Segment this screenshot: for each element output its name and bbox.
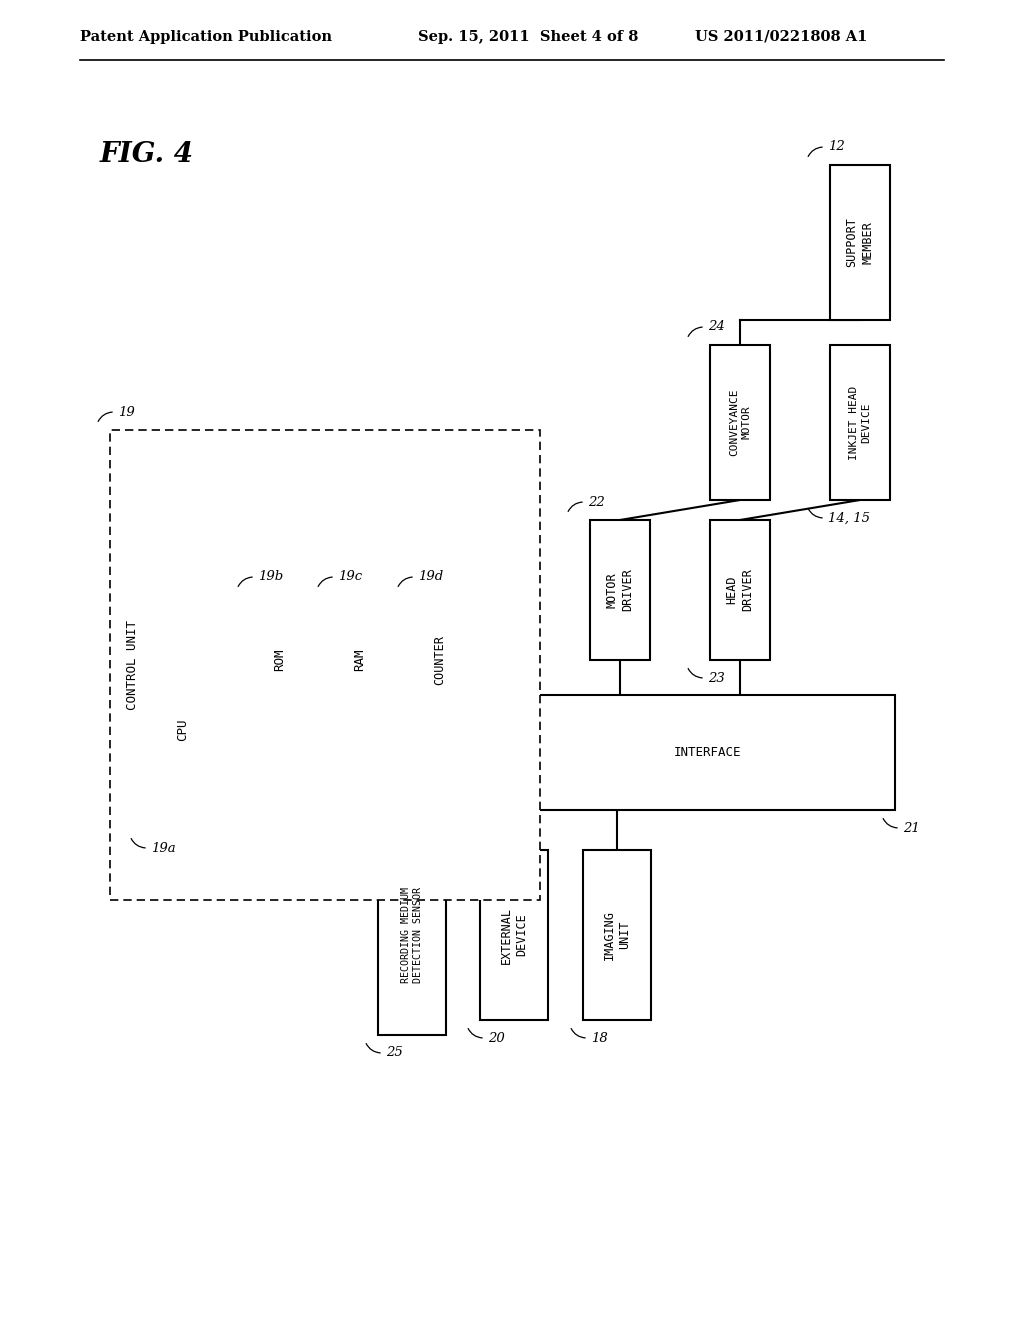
Text: 22: 22 <box>588 495 605 508</box>
Text: FIG. 4: FIG. 4 <box>100 141 194 169</box>
Bar <box>250 595 310 725</box>
Text: 19c: 19c <box>338 570 362 583</box>
Text: 19a: 19a <box>151 842 176 854</box>
Bar <box>480 850 548 1020</box>
Text: IMAGING
UNIT: IMAGING UNIT <box>602 909 632 960</box>
Bar <box>520 696 895 810</box>
Text: 19b: 19b <box>258 570 284 583</box>
Bar <box>110 430 540 900</box>
Bar <box>583 850 651 1020</box>
Bar <box>590 520 650 660</box>
Text: Patent Application Publication: Patent Application Publication <box>80 30 332 44</box>
Text: RAM: RAM <box>353 648 367 672</box>
Text: EXTERNAL
DEVICE: EXTERNAL DEVICE <box>500 907 528 964</box>
Text: INTERFACE: INTERFACE <box>674 746 741 759</box>
Text: RECORDING MEDIUM
DETECTION SENSOR: RECORDING MEDIUM DETECTION SENSOR <box>400 887 423 983</box>
Text: HEAD
DRIVER: HEAD DRIVER <box>725 569 755 611</box>
Text: 19d: 19d <box>418 570 443 583</box>
Bar <box>330 595 390 725</box>
Text: CPU: CPU <box>176 719 189 742</box>
Text: Sep. 15, 2011  Sheet 4 of 8: Sep. 15, 2011 Sheet 4 of 8 <box>418 30 638 44</box>
Text: CONTROL UNIT: CONTROL UNIT <box>126 620 138 710</box>
Text: 24: 24 <box>708 321 725 334</box>
Text: 14, 15: 14, 15 <box>828 511 870 524</box>
Text: COUNTER: COUNTER <box>433 635 446 685</box>
Bar <box>710 520 770 660</box>
Text: 20: 20 <box>488 1031 505 1044</box>
Text: INKJET HEAD
DEVICE: INKJET HEAD DEVICE <box>849 385 871 459</box>
Text: 25: 25 <box>386 1047 402 1060</box>
Text: 18: 18 <box>591 1031 608 1044</box>
Text: 19: 19 <box>118 405 135 418</box>
Bar <box>830 345 890 500</box>
Text: CONVEYANCE
MOTOR: CONVEYANCE MOTOR <box>729 389 752 457</box>
Text: 12: 12 <box>828 140 845 153</box>
Bar <box>410 595 470 725</box>
Text: MOTOR
DRIVER: MOTOR DRIVER <box>605 569 635 611</box>
Text: 23: 23 <box>708 672 725 685</box>
Text: 21: 21 <box>903 821 920 834</box>
Bar <box>143 630 223 830</box>
Bar <box>830 165 890 319</box>
Text: ROM: ROM <box>273 648 287 672</box>
Bar <box>378 836 446 1035</box>
Text: SUPPORT
MEMBER: SUPPORT MEMBER <box>846 218 874 268</box>
Bar <box>710 345 770 500</box>
Text: US 2011/0221808 A1: US 2011/0221808 A1 <box>695 30 867 44</box>
